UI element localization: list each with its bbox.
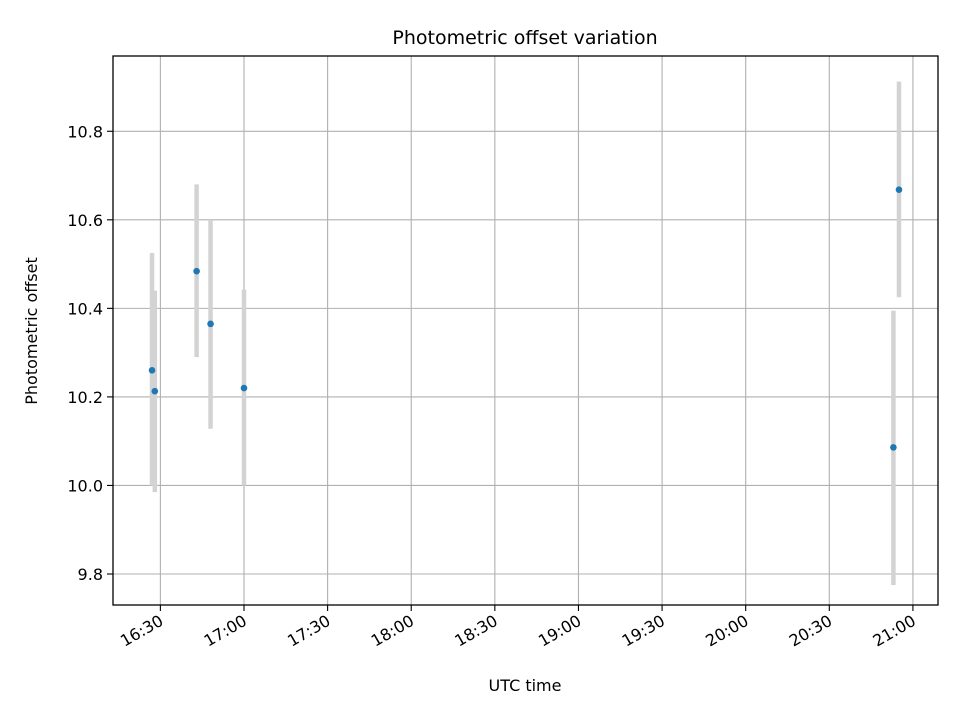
y-tick-label: 10.6 <box>67 211 103 230</box>
plot-frame <box>112 55 939 606</box>
y-tick-label: 10.0 <box>67 476 103 495</box>
y-tick-label: 10.8 <box>67 122 103 141</box>
data-point <box>193 267 200 275</box>
x-axis-label: UTC time <box>489 676 562 695</box>
grid <box>113 56 938 605</box>
chart-title: Photometric offset variation <box>392 27 657 49</box>
data-points <box>148 186 903 451</box>
y-axis-label: Photometric offset <box>22 257 41 405</box>
y-axis: 9.8 10.0 10.2 10.4 10.6 10.8 <box>67 122 113 584</box>
y-tick-label: 10.4 <box>67 299 103 318</box>
data-point <box>895 186 903 194</box>
data-point <box>207 320 214 328</box>
data-point <box>148 367 156 374</box>
y-tick-label: 9.8 <box>78 565 103 584</box>
y-tick-label: 10.2 <box>67 388 103 407</box>
data-point <box>890 444 897 451</box>
data-point <box>240 384 248 392</box>
data-point <box>151 387 159 395</box>
